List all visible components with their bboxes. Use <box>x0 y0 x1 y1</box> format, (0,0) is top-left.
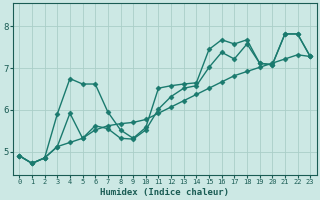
X-axis label: Humidex (Indice chaleur): Humidex (Indice chaleur) <box>100 188 229 197</box>
